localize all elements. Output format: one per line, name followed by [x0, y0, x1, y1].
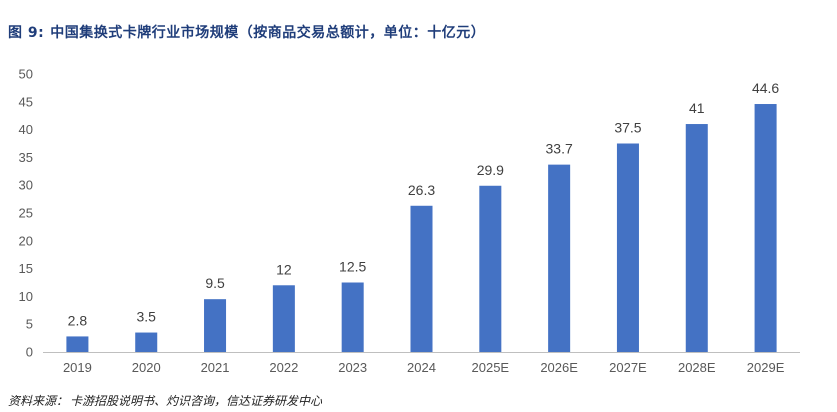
- bar: [410, 205, 433, 352]
- x-tick-label: 2024: [407, 360, 436, 375]
- y-tick-label: 45: [19, 94, 33, 109]
- x-tick-label: 2022: [269, 360, 298, 375]
- data-label: 26.3: [408, 182, 435, 198]
- y-tick-label: 5: [26, 317, 33, 332]
- bar: [754, 104, 777, 353]
- figure-title: 图 9: 中国集换式卡牌行业市场规模（按商品交易总额计，单位：十亿元）: [8, 22, 485, 42]
- y-tick-label: 35: [19, 150, 33, 165]
- data-label: 33.7: [546, 141, 573, 157]
- bar: [548, 164, 571, 352]
- source-text: 卡游招股说明书、灼识咨询，信达证券研发中心: [70, 394, 323, 408]
- data-label: 9.5: [205, 275, 225, 291]
- y-tick-label: 10: [19, 289, 33, 304]
- x-tick-label: 2026E: [540, 360, 578, 375]
- bar: [479, 185, 502, 352]
- data-label: 29.9: [477, 162, 504, 178]
- x-tick-label: 2020: [132, 360, 161, 375]
- bar: [66, 336, 89, 352]
- data-label: 2.8: [68, 312, 88, 328]
- y-tick-label: 50: [19, 67, 33, 82]
- y-tick-label: 40: [19, 122, 33, 137]
- data-label: 3.5: [136, 309, 156, 325]
- bar: [272, 285, 295, 352]
- x-tick-label: 2028E: [678, 360, 716, 375]
- data-label: 41: [689, 100, 705, 116]
- x-tick-label: 2021: [201, 360, 230, 375]
- x-tick-label: 2027E: [609, 360, 647, 375]
- bar: [204, 299, 227, 352]
- y-tick-label: 20: [19, 233, 33, 248]
- x-tick-label: 2019: [63, 360, 92, 375]
- x-tick-label: 2023: [338, 360, 367, 375]
- data-label: 37.5: [614, 120, 641, 136]
- data-label: 12: [276, 261, 292, 277]
- bar: [341, 282, 364, 352]
- y-tick-label: 30: [19, 178, 33, 193]
- bar: [685, 124, 708, 352]
- x-tick-label: 2025E: [472, 360, 510, 375]
- figure-label: 图 9:: [8, 25, 45, 41]
- data-label: 44.6: [752, 80, 779, 96]
- y-tick-label: 0: [26, 345, 33, 360]
- y-tick-label: 25: [19, 206, 33, 221]
- y-tick-label: 15: [19, 261, 33, 276]
- source-note: 资料来源： 卡游招股说明书、灼识咨询，信达证券研发中心: [8, 392, 322, 409]
- x-tick-label: 2029E: [747, 360, 785, 375]
- bar: [616, 143, 639, 352]
- data-label: 12.5: [339, 259, 366, 275]
- figure-title-text: 中国集换式卡牌行业市场规模（按商品交易总额计，单位：十亿元）: [50, 25, 486, 41]
- source-label: 资料来源：: [8, 394, 69, 408]
- bar: [135, 332, 158, 352]
